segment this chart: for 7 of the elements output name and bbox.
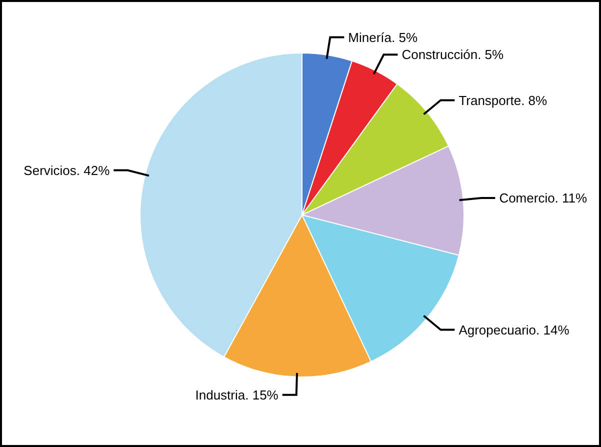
slice-label: Agropecuario. 14% [458,322,570,338]
slice-label: Construcción. 5% [402,47,504,62]
slice-label: Industria. 15% [195,387,279,402]
slice-label: Minería. 5% [348,30,418,45]
slice-label: Transporte. 8% [458,92,548,108]
slice-label: Comercio. 11% [499,190,588,206]
slice-label: Servicios. 42% [24,162,110,178]
